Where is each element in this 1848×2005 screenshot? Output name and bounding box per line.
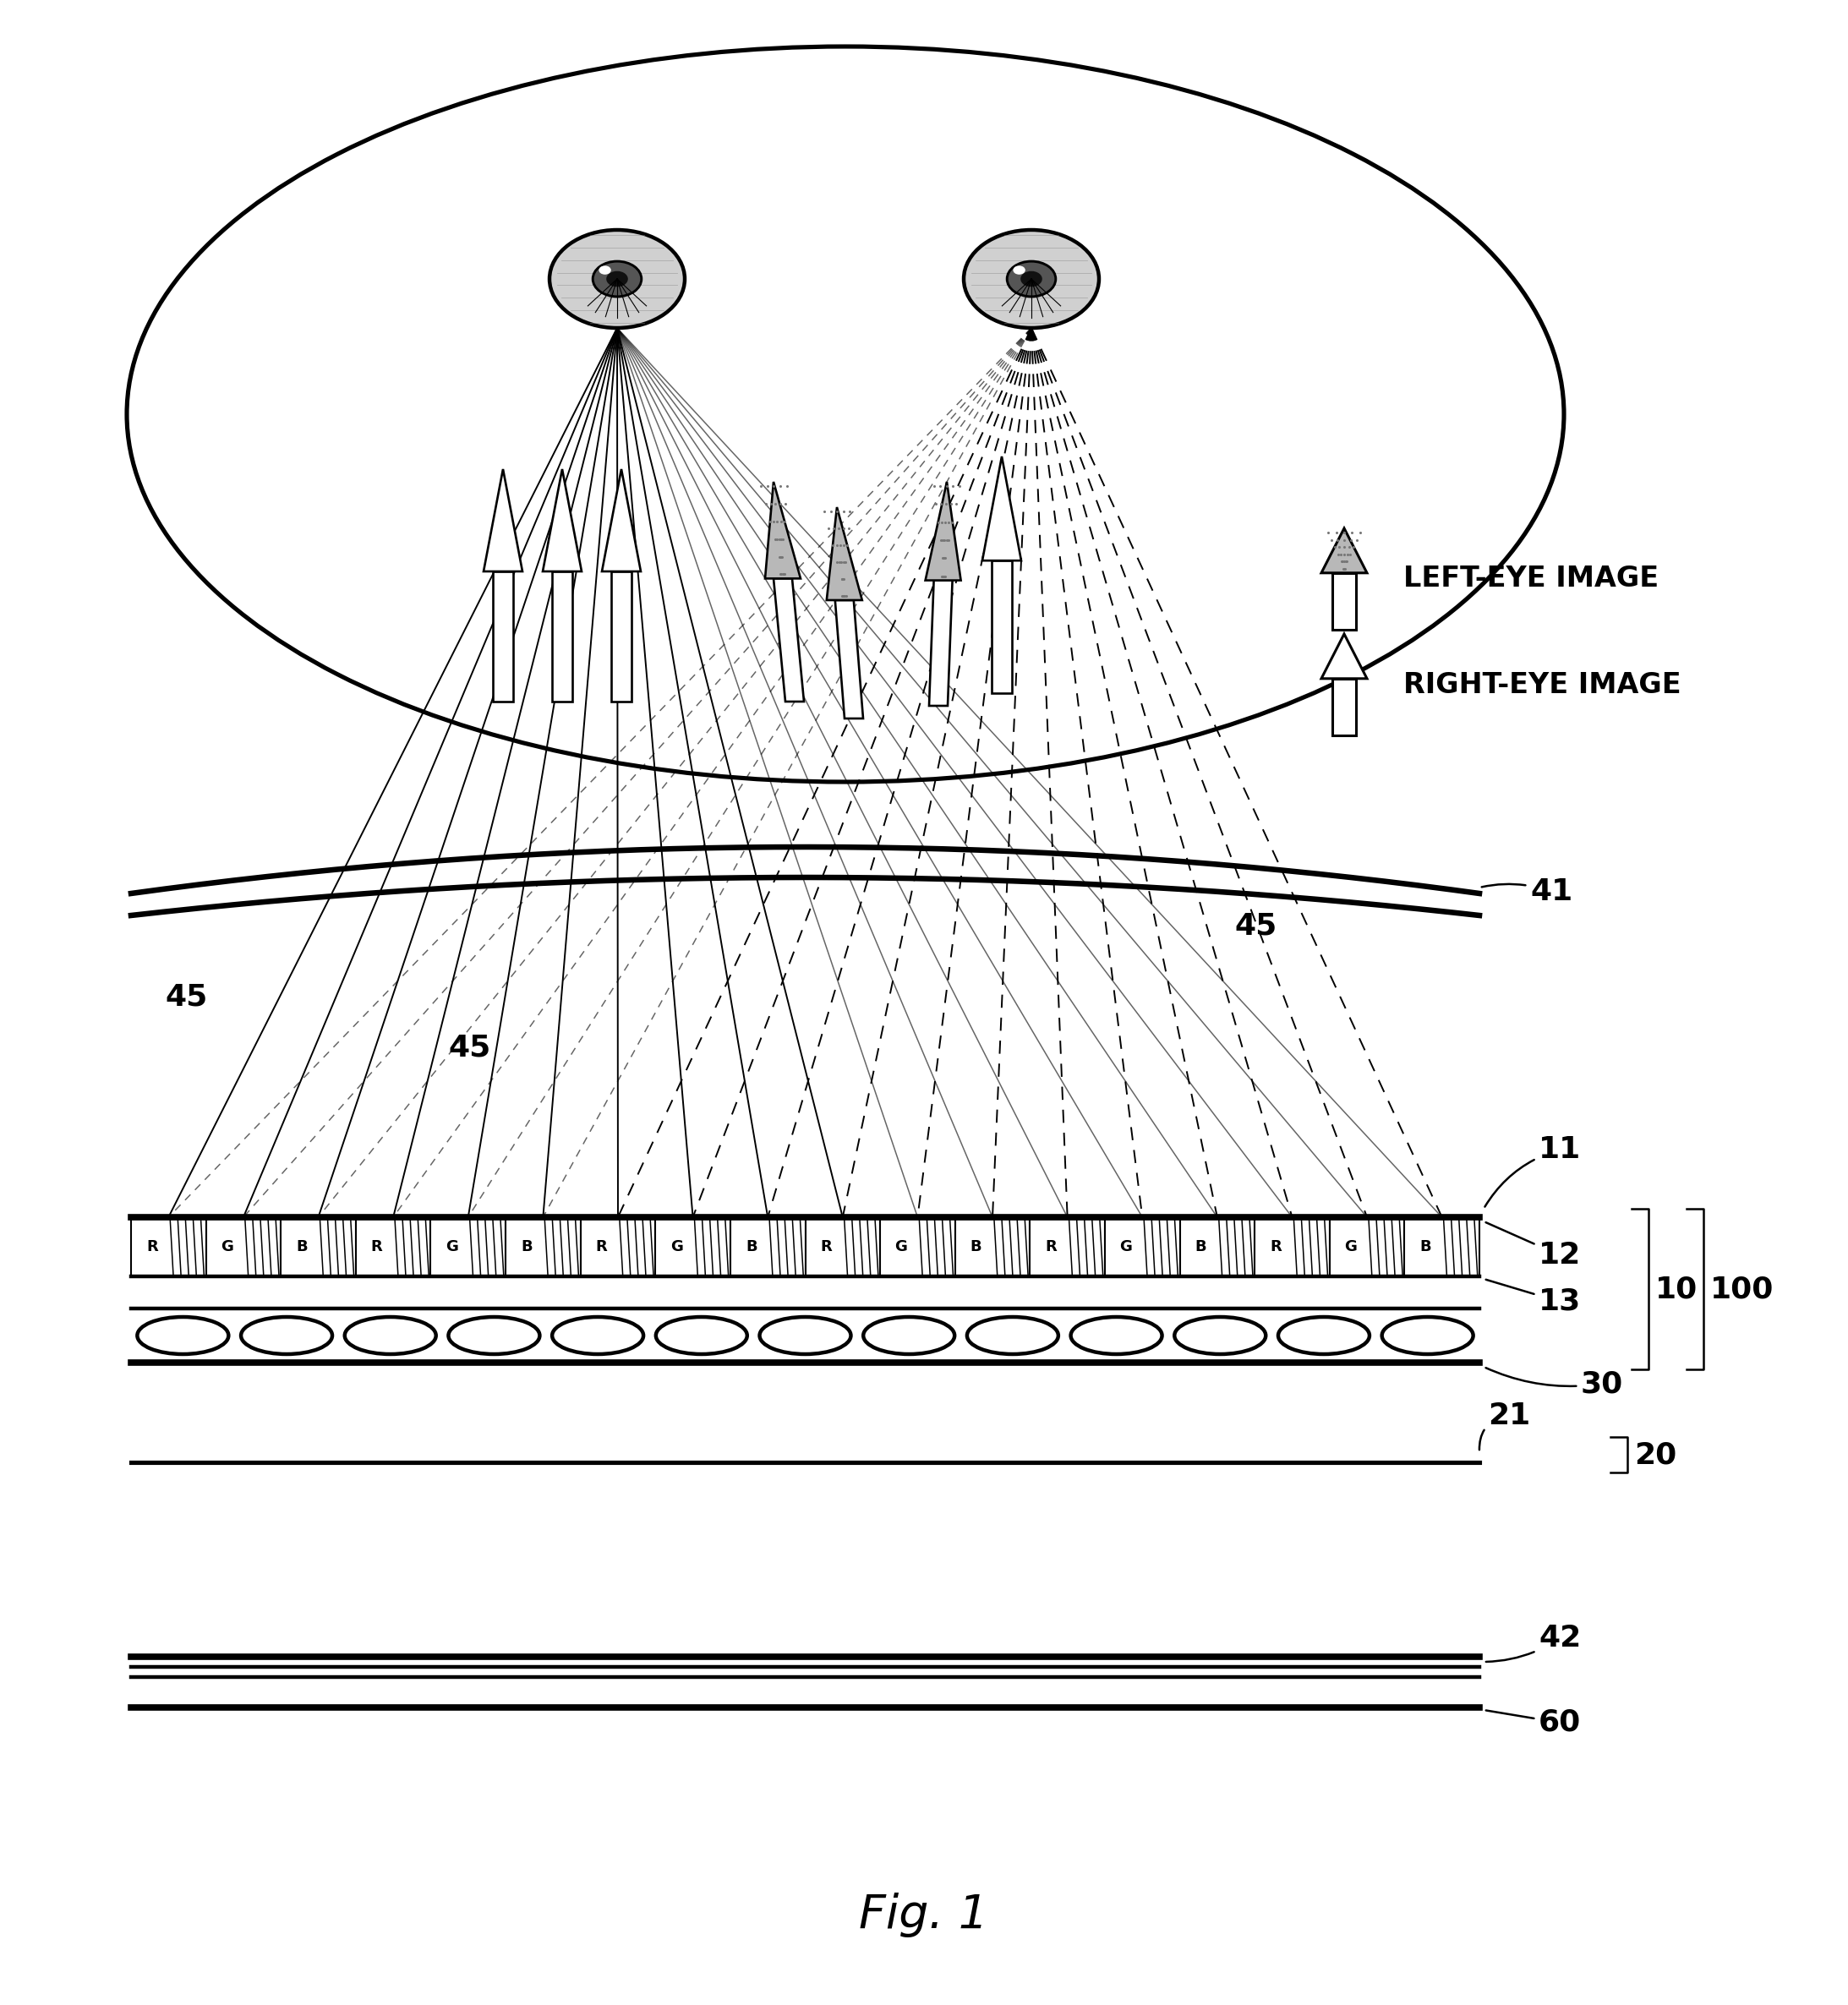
Bar (1404, 1217, 1480, 1277)
Bar (1105, 1217, 1179, 1277)
Text: 41: 41 (1482, 878, 1573, 906)
Bar (205, 1217, 281, 1277)
Polygon shape (992, 561, 1013, 694)
Text: R: R (1046, 1239, 1057, 1255)
Polygon shape (553, 571, 573, 702)
Bar (1029, 1217, 1105, 1277)
Ellipse shape (1013, 267, 1026, 275)
Polygon shape (826, 507, 863, 599)
Ellipse shape (1020, 271, 1042, 287)
Text: B: B (970, 1239, 981, 1255)
Bar (580, 1217, 656, 1277)
Ellipse shape (593, 261, 641, 297)
Polygon shape (765, 481, 800, 579)
Ellipse shape (1007, 261, 1055, 297)
Polygon shape (983, 457, 1022, 561)
Text: R: R (1270, 1239, 1281, 1255)
Bar (431, 1217, 506, 1277)
Text: B: B (521, 1239, 532, 1255)
Bar (806, 1217, 880, 1277)
Text: B: B (1419, 1239, 1430, 1255)
Text: 10: 10 (1656, 1275, 1698, 1303)
Ellipse shape (965, 231, 1100, 329)
Bar (656, 1217, 730, 1277)
Text: RIGHT-EYE IMAGE: RIGHT-EYE IMAGE (1403, 672, 1682, 698)
Ellipse shape (606, 271, 628, 287)
Text: R: R (146, 1239, 157, 1255)
Text: R: R (371, 1239, 383, 1255)
Polygon shape (612, 571, 632, 702)
Text: G: G (894, 1239, 907, 1255)
Polygon shape (602, 469, 641, 571)
Bar (506, 1217, 580, 1277)
Bar (281, 1217, 357, 1277)
Text: 20: 20 (1634, 1440, 1676, 1470)
Polygon shape (484, 469, 523, 571)
Text: G: G (445, 1239, 458, 1255)
Polygon shape (926, 481, 961, 579)
Ellipse shape (549, 231, 686, 329)
Text: 45: 45 (447, 1035, 490, 1063)
Polygon shape (1332, 573, 1356, 630)
Bar (357, 1217, 431, 1277)
Polygon shape (1321, 527, 1368, 573)
Polygon shape (774, 579, 804, 702)
Text: 12: 12 (1486, 1223, 1582, 1269)
Text: B: B (296, 1239, 307, 1255)
Bar (131, 1217, 205, 1277)
Bar (730, 1217, 806, 1277)
Text: 11: 11 (1484, 1135, 1582, 1207)
Text: B: B (745, 1239, 758, 1255)
Polygon shape (493, 571, 514, 702)
Ellipse shape (599, 267, 612, 275)
Bar (1179, 1217, 1255, 1277)
Text: 13: 13 (1486, 1279, 1582, 1315)
Text: 45: 45 (1234, 910, 1277, 940)
Bar (1329, 1217, 1404, 1277)
Text: 60: 60 (1486, 1708, 1582, 1736)
Text: B: B (1196, 1239, 1207, 1255)
Polygon shape (930, 579, 952, 706)
Text: G: G (1120, 1239, 1133, 1255)
Polygon shape (543, 469, 582, 571)
Text: 45: 45 (164, 982, 207, 1013)
Text: 21: 21 (1480, 1401, 1530, 1450)
Text: LEFT-EYE IMAGE: LEFT-EYE IMAGE (1403, 565, 1660, 593)
Text: R: R (595, 1239, 608, 1255)
Text: G: G (671, 1239, 682, 1255)
Bar (1255, 1217, 1329, 1277)
Text: 100: 100 (1709, 1275, 1774, 1303)
Bar (880, 1217, 955, 1277)
Polygon shape (835, 599, 863, 718)
Text: G: G (1343, 1239, 1356, 1255)
Text: 42: 42 (1486, 1624, 1582, 1662)
Text: Fig. 1: Fig. 1 (859, 1893, 989, 1937)
Polygon shape (1321, 634, 1368, 678)
Text: G: G (220, 1239, 233, 1255)
Text: R: R (821, 1239, 832, 1255)
Text: 30: 30 (1486, 1367, 1623, 1397)
Bar (955, 1217, 1029, 1277)
Polygon shape (1332, 678, 1356, 736)
